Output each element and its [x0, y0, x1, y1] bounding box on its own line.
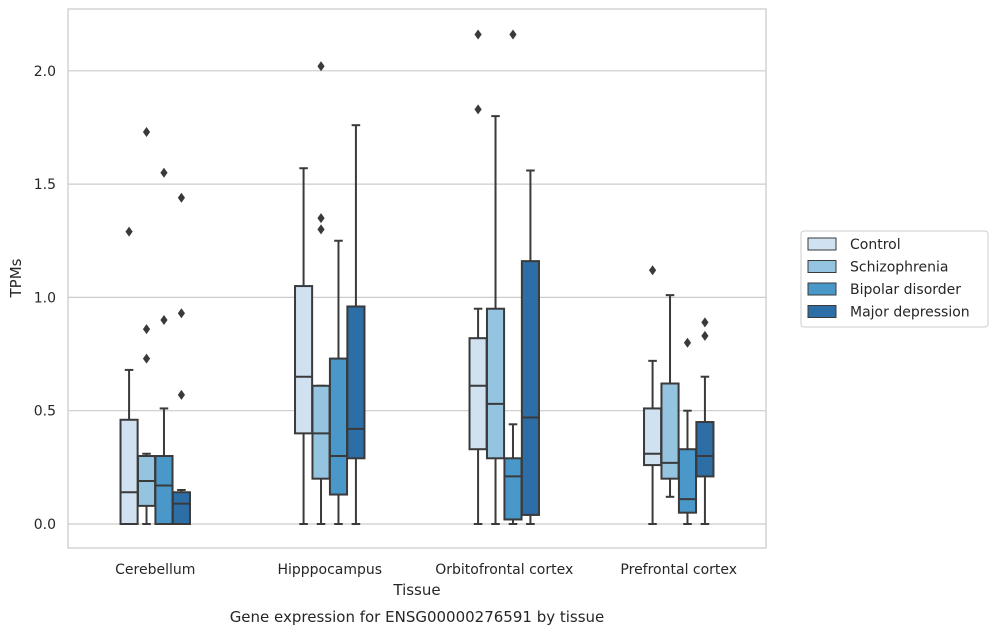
plot-frame [67, 8, 767, 549]
box-major-depression [171, 192, 191, 525]
outlier-point [683, 337, 692, 348]
box-major-depression [695, 317, 715, 525]
outlier-point [160, 315, 168, 326]
box-groups [119, 29, 715, 526]
y-tick-labels: 0.0 0.5 1.0 1.5 2.0 [34, 64, 56, 533]
outlier-point [648, 265, 657, 276]
legend-swatch [807, 282, 837, 296]
y-axis-label: TPMs [7, 258, 25, 298]
x-tick-label: Prefrontal cortex [620, 562, 737, 578]
outlier-point [509, 29, 517, 40]
box-body [503, 457, 523, 521]
box-body [485, 307, 506, 460]
y-tick-label: 0.0 [34, 517, 56, 533]
x-tick-label: Cerebellum [115, 562, 195, 578]
legend: Control Schizophrenia Bipolar disorder Majo… [800, 230, 989, 328]
box-body [695, 421, 715, 478]
box-body [294, 285, 314, 435]
box-body [311, 384, 331, 480]
y-tick-label: 1.0 [34, 290, 56, 306]
legend-label: Schizophrenia [850, 260, 948, 276]
box-body [677, 448, 698, 514]
box-major-depression [346, 124, 366, 525]
legend-label: Control [850, 237, 901, 253]
outlier-point [317, 213, 325, 224]
legend-swatch [807, 260, 837, 273]
outlier-point [177, 389, 186, 400]
outlier-point [177, 192, 186, 203]
box-body [643, 407, 663, 467]
outlier-point [701, 317, 709, 328]
box-schizophrenia [311, 61, 331, 525]
y-tick-label: 0.5 [34, 404, 56, 420]
outlier-point [701, 330, 709, 341]
legend-label: Major depression [850, 305, 970, 321]
box-control [643, 265, 663, 525]
box-body [119, 418, 139, 526]
outlier-point [177, 308, 186, 319]
box-body [328, 357, 349, 496]
box-bipolar-disorder [328, 239, 349, 525]
y-tick-label: 1.5 [34, 177, 56, 193]
outlier-point [142, 126, 151, 137]
box-body [346, 305, 366, 460]
chart-caption: Gene expression for ENSG00000276591 by t… [230, 608, 605, 626]
outlier-point [142, 353, 151, 364]
box-schizophrenia [136, 126, 157, 525]
box-control [294, 167, 314, 525]
box-control [119, 226, 139, 526]
outlier-point [160, 167, 168, 178]
legend-swatch [807, 237, 837, 251]
box-schizophrenia [660, 294, 680, 498]
box-body [154, 455, 174, 525]
box-body [171, 491, 191, 525]
x-axis-label: Tissue [392, 581, 440, 599]
box-control [468, 29, 488, 525]
outlier-point [317, 224, 325, 235]
outlier-point [317, 61, 325, 72]
legend-label: Bipolar disorder [850, 282, 961, 298]
y-tick-label: 2.0 [34, 64, 56, 80]
outlier-point [142, 324, 151, 335]
legend-frame [800, 230, 989, 328]
box-body [660, 382, 680, 480]
box-bipolar-disorder [677, 337, 698, 525]
x-tick-labels: Cerebellum Hipppocampus Orbitofrontal cort… [115, 562, 737, 578]
box-body [468, 337, 488, 451]
box-schizophrenia [485, 115, 506, 525]
outlier-point [474, 29, 482, 40]
box-bipolar-disorder [154, 167, 174, 525]
box-bipolar-disorder [503, 29, 523, 525]
box-body [520, 260, 540, 516]
box-major-depression [520, 169, 540, 525]
outlier-point [474, 104, 482, 115]
x-tick-label: Hipppocampus [277, 562, 382, 578]
outlier-point [125, 226, 133, 237]
x-tick-label: Orbitofrontal cortex [435, 562, 573, 578]
legend-swatch [807, 305, 837, 318]
